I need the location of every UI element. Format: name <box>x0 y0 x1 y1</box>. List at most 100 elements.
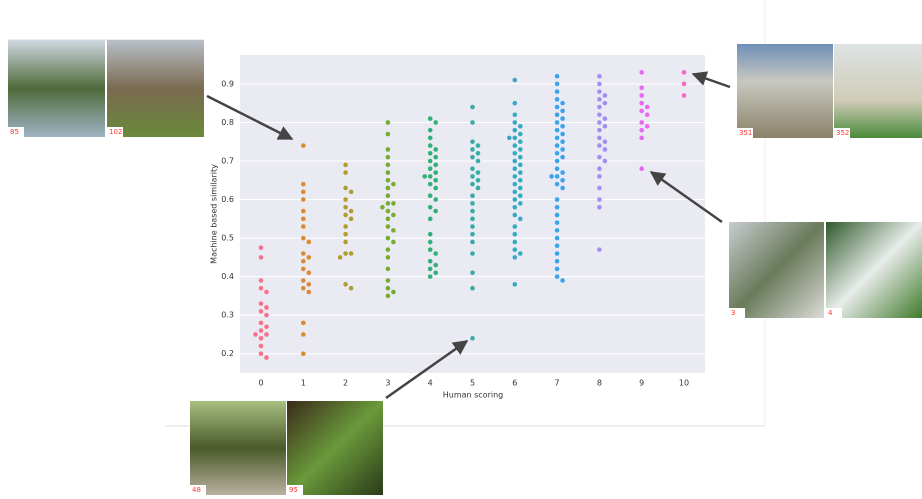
point <box>301 224 306 229</box>
point <box>386 224 391 229</box>
point <box>555 236 560 241</box>
x-tick-label: 8 <box>597 379 602 388</box>
point <box>386 132 391 137</box>
point <box>386 236 391 241</box>
point <box>307 270 312 275</box>
point <box>682 70 687 75</box>
point <box>433 263 438 268</box>
point <box>470 209 475 214</box>
point <box>513 151 518 156</box>
point <box>560 278 565 283</box>
point <box>428 232 433 237</box>
x-axis-label: Human scoring <box>443 391 504 400</box>
point <box>560 116 565 121</box>
point <box>470 251 475 256</box>
point <box>428 205 433 210</box>
point <box>470 155 475 160</box>
point <box>433 120 438 125</box>
point <box>470 217 475 222</box>
point <box>518 155 523 160</box>
point <box>433 270 438 275</box>
point <box>476 178 481 183</box>
point <box>301 182 306 187</box>
point <box>343 232 348 237</box>
point <box>560 170 565 175</box>
point <box>433 170 438 175</box>
point <box>386 201 391 206</box>
point <box>343 251 348 256</box>
point <box>386 155 391 160</box>
point <box>301 286 306 291</box>
point <box>513 143 518 148</box>
point <box>343 186 348 191</box>
photo <box>287 401 383 495</box>
point <box>560 178 565 183</box>
point <box>386 286 391 291</box>
point <box>386 278 391 283</box>
point <box>518 186 523 191</box>
photo <box>834 44 922 138</box>
point <box>555 74 560 79</box>
point <box>560 109 565 114</box>
point <box>349 209 354 214</box>
point <box>264 290 269 295</box>
point <box>513 159 518 164</box>
photo <box>190 401 286 495</box>
point <box>603 124 608 129</box>
photo-label: 3 <box>731 309 735 317</box>
point <box>428 193 433 198</box>
point <box>597 105 602 110</box>
point <box>639 85 644 90</box>
point <box>264 324 269 329</box>
point <box>555 174 560 179</box>
point <box>560 186 565 191</box>
point <box>603 139 608 144</box>
point <box>301 321 306 326</box>
point <box>603 147 608 152</box>
point <box>259 321 264 326</box>
point <box>386 147 391 152</box>
point <box>470 336 475 341</box>
point <box>428 166 433 171</box>
point <box>264 355 269 360</box>
point <box>476 151 481 156</box>
point <box>513 224 518 229</box>
point <box>518 217 523 222</box>
point <box>513 232 518 237</box>
point <box>349 251 354 256</box>
point <box>645 112 650 117</box>
point <box>645 105 650 110</box>
point <box>386 247 391 252</box>
point <box>518 170 523 175</box>
point <box>518 178 523 183</box>
point <box>470 166 475 171</box>
point <box>476 186 481 191</box>
point <box>597 143 602 148</box>
photo-label: 352 <box>836 129 849 137</box>
point <box>555 166 560 171</box>
point <box>470 120 475 125</box>
point <box>386 178 391 183</box>
point <box>470 232 475 237</box>
point <box>428 143 433 148</box>
point <box>597 247 602 252</box>
point <box>301 217 306 222</box>
figure: Human scoring Machine based similarity 8… <box>0 0 922 495</box>
point <box>639 93 644 98</box>
point <box>597 97 602 102</box>
point <box>386 294 391 299</box>
point <box>259 255 264 260</box>
point <box>555 274 560 279</box>
point <box>264 332 269 337</box>
point <box>597 89 602 94</box>
point <box>433 178 438 183</box>
point <box>513 78 518 83</box>
point <box>597 166 602 171</box>
point <box>555 97 560 102</box>
point <box>264 305 269 310</box>
point <box>386 120 391 125</box>
point <box>518 251 523 256</box>
point <box>560 124 565 129</box>
point <box>470 147 475 152</box>
point <box>560 139 565 144</box>
